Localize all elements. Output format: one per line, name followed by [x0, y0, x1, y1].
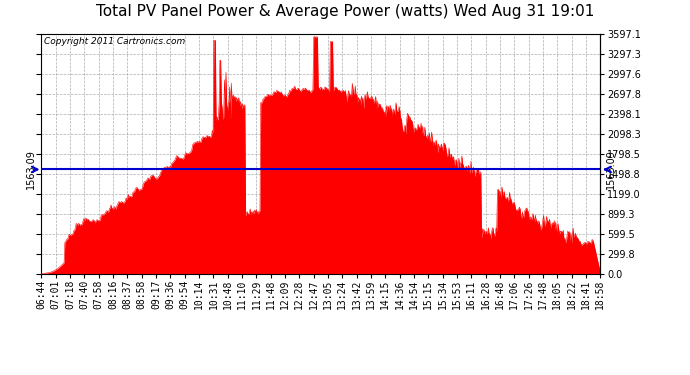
Text: 1563.09: 1563.09: [606, 150, 616, 189]
Text: Copyright 2011 Cartronics.com: Copyright 2011 Cartronics.com: [44, 38, 186, 46]
Text: Total PV Panel Power & Average Power (watts) Wed Aug 31 19:01: Total PV Panel Power & Average Power (wa…: [96, 4, 594, 19]
Text: 1563.09: 1563.09: [26, 150, 36, 189]
